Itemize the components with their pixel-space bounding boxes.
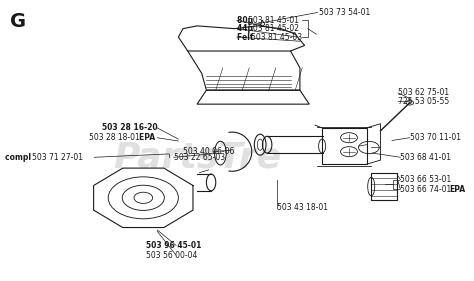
Text: 503 66 53-01: 503 66 53-01 <box>401 175 452 184</box>
Text: Felt: Felt <box>237 33 256 42</box>
Text: G: G <box>10 12 26 31</box>
Text: 503 73 54-01: 503 73 54-01 <box>319 8 370 17</box>
Text: EPA: EPA <box>138 133 157 142</box>
Text: 503 71 27-01: 503 71 27-01 <box>33 153 83 162</box>
Text: 503 56 00-04: 503 56 00-04 <box>146 251 197 260</box>
Text: 503 81 45-01: 503 81 45-01 <box>248 16 300 25</box>
Text: 503 28 16-20: 503 28 16-20 <box>102 123 157 132</box>
Text: 503 66 74-01: 503 66 74-01 <box>401 185 454 194</box>
Text: 503 81 45-02: 503 81 45-02 <box>248 24 300 33</box>
Text: EPA: EPA <box>449 185 465 194</box>
Text: 503 81 45-03: 503 81 45-03 <box>251 33 302 42</box>
Text: 503 62 75-01: 503 62 75-01 <box>398 89 449 98</box>
Text: 503 43 18-01: 503 43 18-01 <box>276 203 328 212</box>
Text: 503 96 45-01: 503 96 45-01 <box>146 241 201 250</box>
Text: 80μ: 80μ <box>237 16 255 25</box>
Text: 503 28 18-01: 503 28 18-01 <box>89 133 139 142</box>
Text: 503 22 65-03: 503 22 65-03 <box>173 153 225 162</box>
Text: 503 70 11-01: 503 70 11-01 <box>410 133 461 142</box>
Text: 725 53 05-55: 725 53 05-55 <box>398 97 449 106</box>
Text: 503 68 41-01: 503 68 41-01 <box>401 153 451 162</box>
Text: compl: compl <box>5 153 34 162</box>
Text: PartsTre: PartsTre <box>113 140 281 174</box>
Text: 503 40 06-06: 503 40 06-06 <box>183 147 235 156</box>
Text: 44μ: 44μ <box>237 24 255 33</box>
